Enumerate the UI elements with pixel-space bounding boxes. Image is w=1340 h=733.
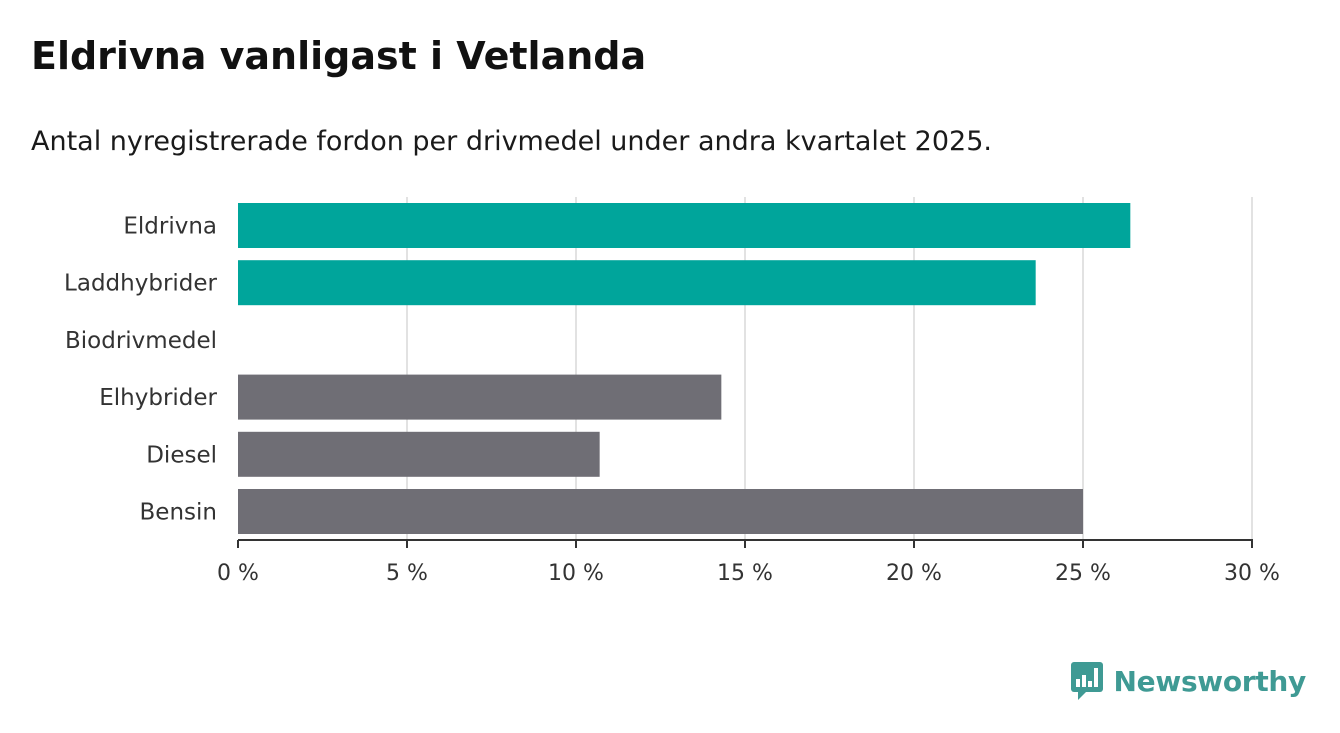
- bar-chart: Eldrivna Laddhybrider Biodrivmedel Elhybrid…: [64, 197, 1280, 586]
- x-axis: 0 % 5 % 10 % 15 % 20 % 25 % 30 %: [217, 539, 1280, 586]
- bar-laddhybrider: [238, 260, 1036, 306]
- newsworthy-logo-icon: [1070, 662, 1103, 700]
- brand-name: Newsworthy: [1113, 664, 1307, 698]
- chart-subtitle: Antal nyregistrerade fordon per drivmede…: [31, 126, 992, 157]
- x-tick-label: 15 %: [717, 561, 773, 586]
- category-label: Eldrivna: [123, 214, 217, 240]
- x-tick-label: 5 %: [386, 561, 428, 586]
- category-label: Biodrivmedel: [65, 328, 217, 354]
- x-tick-label: 20 %: [886, 561, 942, 586]
- bars: [238, 203, 1131, 534]
- bar-eldrivna: [238, 203, 1131, 248]
- bar-elhybrider: [238, 374, 722, 420]
- grid-lines: [406, 197, 1253, 540]
- chart-title: Eldrivna vanligast i Vetlanda: [31, 34, 647, 78]
- bar-diesel: [238, 431, 600, 477]
- x-tick-label: 25 %: [1055, 561, 1111, 586]
- category-label: Laddhybrider: [64, 271, 217, 297]
- category-label: Bensin: [140, 500, 217, 526]
- category-label: Diesel: [146, 442, 217, 468]
- newsworthy-logo: Newsworthy: [1070, 661, 1306, 701]
- x-tick-label: 30 %: [1224, 561, 1280, 586]
- x-tick-label: 0 %: [217, 561, 259, 586]
- category-label: Elhybrider: [99, 385, 217, 411]
- x-tick-label: 10 %: [548, 561, 604, 586]
- bar-bensin: [238, 489, 1083, 534]
- category-labels: Eldrivna Laddhybrider Biodrivmedel Elhybrid…: [64, 214, 217, 526]
